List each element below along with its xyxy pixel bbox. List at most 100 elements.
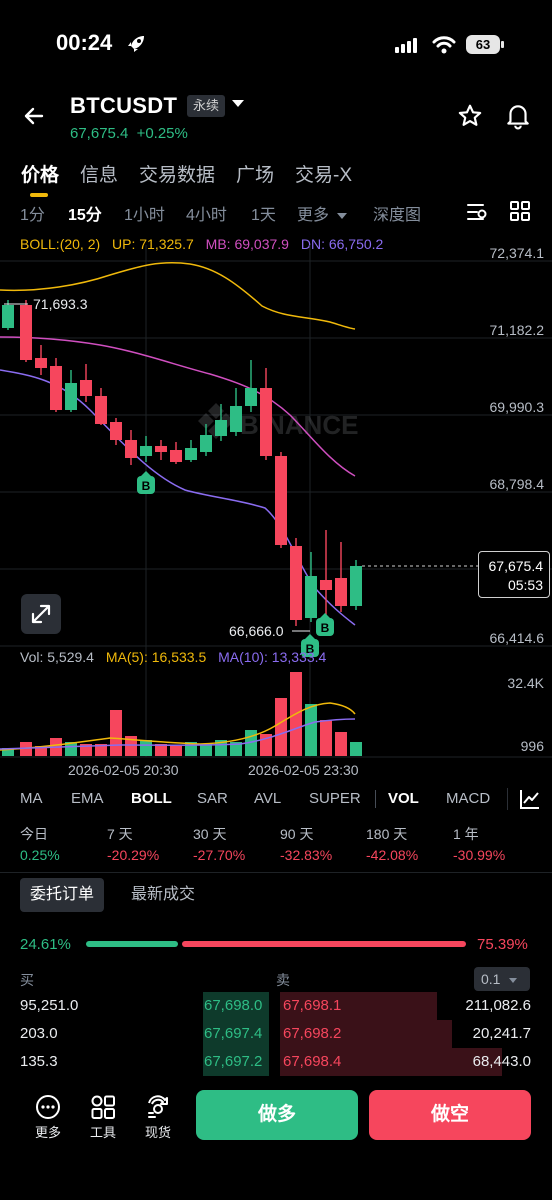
high-annotation: 71,693.3 [33, 296, 88, 312]
header-price: 67,675.4 +0.25% [70, 125, 188, 142]
volume-bar [2, 748, 14, 756]
candle-body [50, 366, 62, 410]
tab-trade-x[interactable]: 交易-X [295, 165, 353, 186]
indicator-super[interactable]: SUPER [309, 790, 361, 807]
battery-tip [501, 41, 504, 48]
buy-marker[interactable]: B [316, 613, 334, 636]
layout-grid-icon[interactable] [510, 201, 530, 221]
star-icon[interactable] [457, 103, 483, 129]
last-price: 67,675.4 [70, 125, 129, 142]
candle-body [245, 388, 257, 406]
tab-trading-data[interactable]: 交易数据 [139, 165, 216, 186]
chevron-down-icon[interactable] [231, 99, 245, 109]
current-price-tag[interactable]: 67,675.4 05:53 [478, 551, 550, 598]
candle-body [65, 383, 77, 410]
boll-mb: MB: 69,037.9 [205, 236, 289, 252]
current-price-value: 67,675.4 [488, 558, 544, 574]
tab-square[interactable]: 广场 [236, 165, 275, 186]
indicator-sar[interactable]: SAR [197, 790, 228, 807]
more-dots-icon [36, 1095, 60, 1119]
candle-body [275, 456, 287, 545]
boll-up: UP: 71,325.7 [112, 236, 194, 252]
indicator-chart-icon[interactable] [519, 788, 541, 810]
open-short-button[interactable]: 做空 [369, 1090, 531, 1140]
battery-indicator: 63 [466, 35, 500, 54]
interval-15m[interactable]: 15分 [68, 207, 102, 224]
price-axis-label: 69,990.3 [489, 399, 545, 415]
volume-bar [275, 698, 287, 756]
tab-info[interactable]: 信息 [80, 165, 119, 186]
perf-value: -20.29% [107, 847, 160, 863]
interval-4h[interactable]: 4小时 [186, 207, 227, 224]
fullscreen-button[interactable] [21, 594, 61, 634]
price-axis-label: 68,798.4 [489, 476, 545, 492]
tab-recent-trades[interactable]: 最新成交 [131, 886, 196, 903]
bid-quantity: 95,251.0 [20, 997, 79, 1014]
candle-body [140, 446, 152, 456]
spot-label: 现货 [144, 1125, 171, 1140]
caret-down-icon [337, 213, 348, 219]
indicator-boll[interactable]: BOLL [131, 790, 172, 807]
candle-body [155, 446, 167, 452]
bell-icon[interactable] [505, 102, 531, 130]
volume-bar [350, 742, 362, 756]
depth-chart-tab[interactable]: 深度图 [373, 207, 422, 224]
spot-button[interactable]: 现货 [136, 1094, 180, 1141]
indicator-avl[interactable]: AVL [254, 790, 282, 807]
open-long-button[interactable]: 做多 [196, 1090, 358, 1140]
ask-depth-bar [280, 992, 437, 1020]
bid-depth-bar [203, 1048, 269, 1076]
volume-bar [65, 742, 77, 756]
boll-middle-line [0, 336, 356, 477]
price-axis-label: 72,374.1 [489, 245, 545, 261]
perf-value: 0.25% [20, 847, 60, 863]
back-arrow-icon[interactable] [22, 104, 46, 128]
tools-grid-icon [91, 1095, 115, 1119]
candle-body [305, 576, 317, 618]
price-change: +0.25% [136, 125, 188, 142]
orderbook-row[interactable]: 203.0 67,697.4 67,698.2 20,241.7 [0, 1020, 552, 1048]
boll-dn: DN: 66,750.2 [300, 236, 384, 252]
candle-body [35, 358, 47, 368]
orderbook-row[interactable]: 95,251.0 67,698.0 67,698.1 211,082.6 [0, 992, 552, 1020]
chart-settings-icon[interactable] [467, 202, 489, 222]
precision-select[interactable]: 0.1 [474, 967, 530, 991]
vol-ma5-line [0, 702, 356, 751]
orderbook-row[interactable]: 135.3 67,697.2 67,698.4 68,443.0 [0, 1048, 552, 1076]
candle-body [80, 380, 92, 396]
section-divider [0, 872, 552, 873]
wifi-icon [432, 36, 456, 54]
time-axis-label: 2026-02-05 23:30 [248, 762, 359, 778]
indicator-ema[interactable]: EMA [71, 790, 104, 807]
interval-1d[interactable]: 1天 [251, 207, 276, 224]
ask-quantity: 211,082.6 [465, 997, 531, 1014]
spot-swap-icon [148, 1095, 168, 1118]
candlestick-chart[interactable]: BINANCE 71,693.3 66,666.0 B B B [0, 0, 552, 760]
indicator-macd[interactable]: MACD [446, 790, 491, 807]
vol-value: Vol: 5,529.4 [20, 649, 94, 665]
tools-button[interactable]: 工具 [81, 1094, 125, 1141]
indicator-ma[interactable]: MA [20, 790, 43, 807]
tab-order-book[interactable]: 委托订单 [20, 878, 105, 912]
symbol-title[interactable]: BTCUSDT [70, 93, 178, 118]
interval-more[interactable]: 更多 [297, 201, 348, 225]
tools-label: 工具 [89, 1125, 116, 1140]
bid-column-header: 买 [20, 972, 34, 988]
indicator-vol[interactable]: VOL [388, 790, 419, 807]
interval-1m[interactable]: 1分 [20, 207, 45, 224]
time-axis-label: 2026-02-05 20:30 [68, 762, 179, 778]
buy-marker[interactable]: B [301, 634, 319, 657]
interval-1h[interactable]: 1小时 [124, 207, 165, 224]
interval-more-label: 更多 [297, 207, 330, 224]
buy-marker-label: B [321, 621, 330, 635]
volume-bar [170, 746, 182, 756]
sell-ratio-percent: 75.39% [477, 936, 528, 953]
buy-marker[interactable]: B [137, 471, 155, 494]
indicator-divider [375, 790, 376, 808]
volume-axis-top: 32.4K [507, 675, 544, 691]
tab-price[interactable]: 价格 [21, 165, 60, 186]
perf-label: 1 年 [453, 826, 479, 842]
contract-type-badge: 永续 [187, 95, 226, 117]
more-button[interactable]: 更多 [26, 1094, 70, 1141]
buy-ratio-bar [86, 941, 178, 947]
